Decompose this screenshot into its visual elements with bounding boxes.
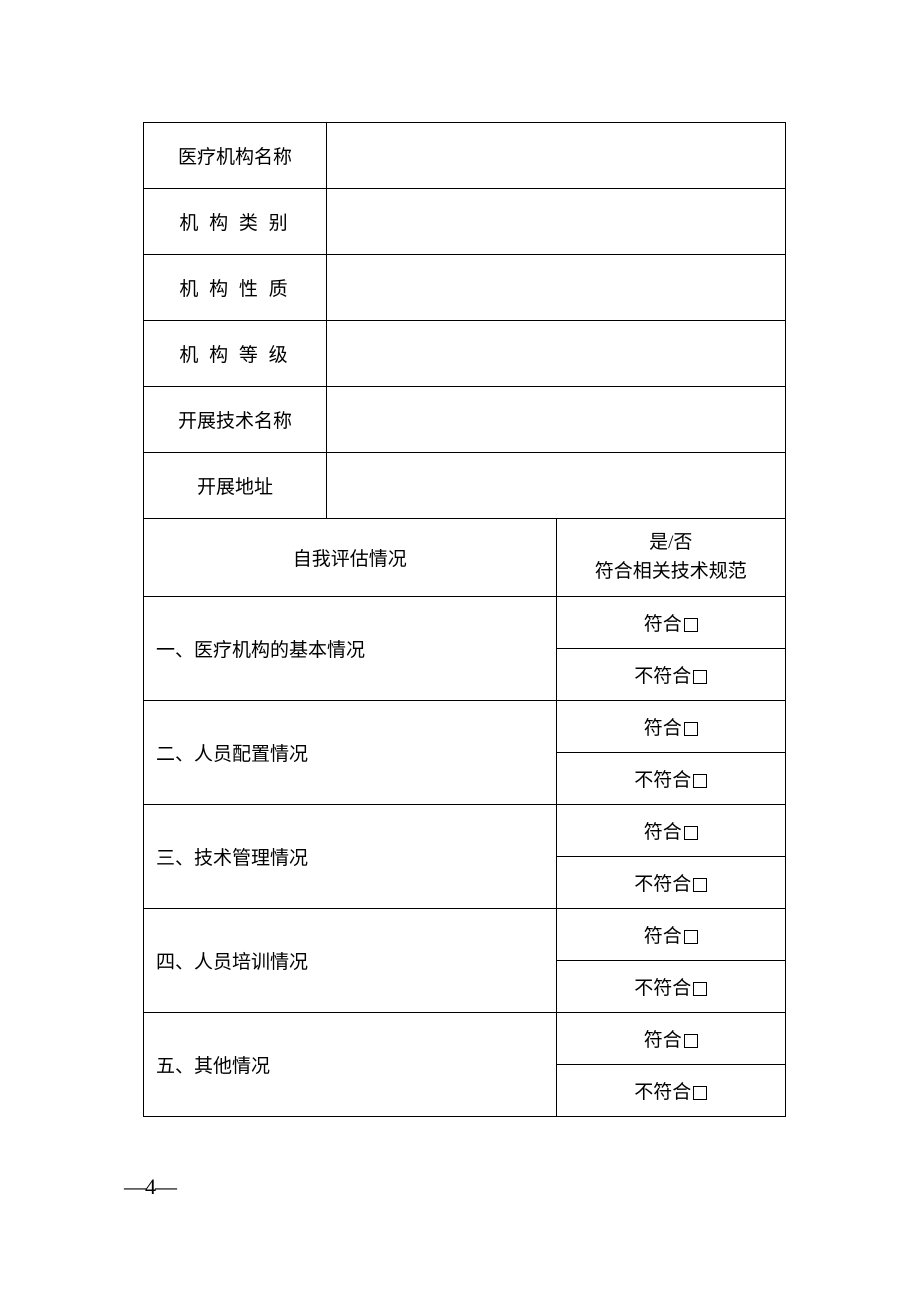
compliance-yes-3: 符合 [556, 805, 786, 857]
checkbox-icon[interactable] [693, 1086, 707, 1100]
checkbox-icon[interactable] [684, 618, 698, 632]
assessment-row: 一、医疗机构的基本情况 符合 [144, 597, 786, 649]
section-header-row: 自我评估情况 是/否 符合相关技术规范 [144, 519, 786, 597]
assessment-row: 二、人员配置情况 符合 [144, 701, 786, 753]
evaluation-table: 医疗机构名称 机 构 类 别 机 构 性 质 机 构 等 级 开展技术名称 开展… [143, 122, 786, 1117]
assessment-label-4: 四、人员培训情况 [144, 909, 557, 1013]
table-row: 机 构 类 别 [144, 189, 786, 255]
table-row: 开展地址 [144, 453, 786, 519]
assessment-row: 五、其他情况 符合 [144, 1013, 786, 1065]
compliance-yes-text: 符合 [644, 1030, 682, 1051]
checkbox-icon[interactable] [693, 774, 707, 788]
compliance-no-text: 不符合 [634, 1082, 691, 1103]
compliance-no-4: 不符合 [556, 961, 786, 1013]
checkbox-icon[interactable] [684, 930, 698, 944]
value-institution-level [327, 321, 786, 387]
page-number: —4— [124, 1174, 176, 1200]
assessment-label-2: 二、人员配置情况 [144, 701, 557, 805]
compliance-yes-text: 符合 [644, 822, 682, 843]
label-technology-name: 开展技术名称 [144, 387, 327, 453]
value-institution-category [327, 189, 786, 255]
label-institution-level: 机 构 等 级 [144, 321, 327, 387]
compliance-yes-text: 符合 [644, 926, 682, 947]
compliance-header-line1: 是/否 [649, 532, 692, 553]
compliance-yes-4: 符合 [556, 909, 786, 961]
value-technology-name [327, 387, 786, 453]
assessment-label-3: 三、技术管理情况 [144, 805, 557, 909]
checkbox-icon[interactable] [693, 878, 707, 892]
table-row: 医疗机构名称 [144, 123, 786, 189]
compliance-no-text: 不符合 [634, 978, 691, 999]
value-institution-nature [327, 255, 786, 321]
compliance-header-line2: 符合相关技术规范 [595, 561, 747, 582]
checkbox-icon[interactable] [693, 982, 707, 996]
compliance-yes-text: 符合 [644, 614, 682, 635]
table-row: 机 构 等 级 [144, 321, 786, 387]
checkbox-icon[interactable] [684, 722, 698, 736]
value-institution-name [327, 123, 786, 189]
compliance-yes-1: 符合 [556, 597, 786, 649]
compliance-no-5: 不符合 [556, 1065, 786, 1117]
table-row: 机 构 性 质 [144, 255, 786, 321]
compliance-yes-2: 符合 [556, 701, 786, 753]
compliance-no-text: 不符合 [634, 666, 691, 687]
checkbox-icon[interactable] [684, 1034, 698, 1048]
compliance-no-1: 不符合 [556, 649, 786, 701]
label-institution-nature: 机 构 性 质 [144, 255, 327, 321]
assessment-row: 三、技术管理情况 符合 [144, 805, 786, 857]
label-institution-category: 机 构 类 别 [144, 189, 327, 255]
label-institution-name: 医疗机构名称 [144, 123, 327, 189]
assessment-label-5: 五、其他情况 [144, 1013, 557, 1117]
assessment-row: 四、人员培训情况 符合 [144, 909, 786, 961]
compliance-no-3: 不符合 [556, 857, 786, 909]
compliance-yes-5: 符合 [556, 1013, 786, 1065]
page-container: 医疗机构名称 机 构 类 别 机 构 性 质 机 构 等 级 开展技术名称 开展… [0, 0, 920, 1117]
compliance-no-text: 不符合 [634, 874, 691, 895]
compliance-yes-text: 符合 [644, 718, 682, 739]
checkbox-icon[interactable] [693, 670, 707, 684]
label-address: 开展地址 [144, 453, 327, 519]
table-row: 开展技术名称 [144, 387, 786, 453]
compliance-no-text: 不符合 [634, 770, 691, 791]
value-address [327, 453, 786, 519]
checkbox-icon[interactable] [684, 826, 698, 840]
compliance-no-2: 不符合 [556, 753, 786, 805]
assessment-label-1: 一、医疗机构的基本情况 [144, 597, 557, 701]
self-assessment-header: 自我评估情况 [144, 519, 557, 597]
compliance-header: 是/否 符合相关技术规范 [556, 519, 786, 597]
